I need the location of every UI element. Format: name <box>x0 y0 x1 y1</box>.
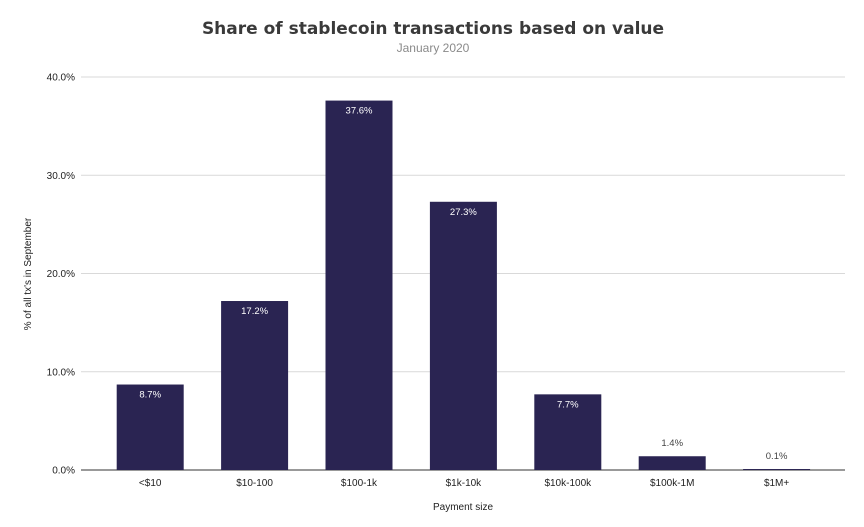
data-label: 1.4% <box>661 438 683 449</box>
bar <box>534 394 602 470</box>
y-tick-label: 0.0% <box>52 466 75 477</box>
x-tick-labels: <$10 $10-100 $100-1k $1k-10k $10k-100k $100k-… <box>139 478 789 489</box>
data-label: 17.2% <box>241 306 268 317</box>
data-label: 8.7% <box>139 390 161 401</box>
bar <box>743 469 811 471</box>
bar <box>429 201 497 470</box>
bar <box>325 100 393 470</box>
x-tick-label: $100k-1M <box>650 478 694 489</box>
y-axis-label: % of all tx's in September <box>23 217 34 330</box>
y-tick-label: 20.0% <box>47 269 75 280</box>
x-tick-label: <$10 <box>139 478 162 489</box>
x-axis-label: Payment size <box>433 502 493 513</box>
data-label: 27.3% <box>450 207 477 218</box>
y-tick-label: 10.0% <box>47 367 75 378</box>
x-tick-label: $1k-10k <box>446 478 483 489</box>
bars: 8.7% 17.2% 37.6% 27.3% 7.7% 1.4% 0.1% <box>116 100 811 471</box>
data-label: 37.6% <box>346 106 373 117</box>
bar <box>221 301 289 470</box>
x-tick-label: $10-100 <box>236 478 273 489</box>
bar <box>638 456 706 470</box>
x-tick-label: $1M+ <box>764 478 789 489</box>
data-label: 0.1% <box>766 451 788 462</box>
chart-title: Share of stablecoin transactions based o… <box>202 19 664 39</box>
chart-subtitle: January 2020 <box>397 41 470 55</box>
bar <box>116 384 184 470</box>
y-tick-label: 30.0% <box>47 171 75 182</box>
x-tick-label: $10k-100k <box>544 478 592 489</box>
y-tick-label: 40.0% <box>47 73 75 84</box>
x-tick-label: $100-1k <box>341 478 378 489</box>
data-label: 7.7% <box>557 399 579 410</box>
